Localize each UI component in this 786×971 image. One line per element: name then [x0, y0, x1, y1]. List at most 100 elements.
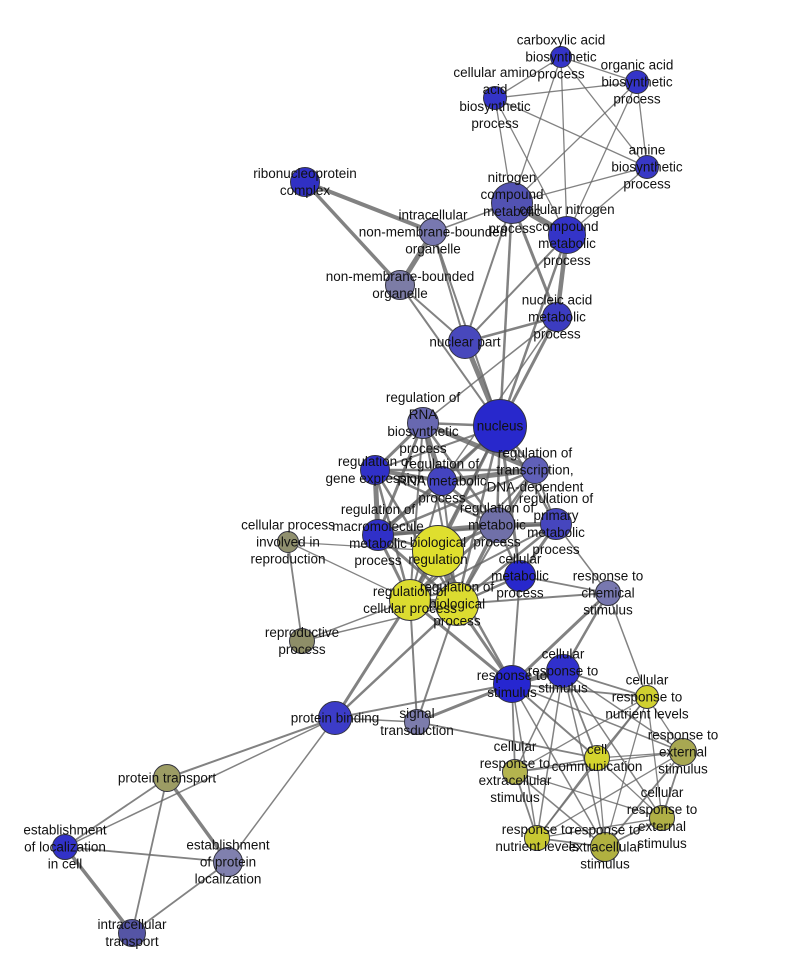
edge-crn-cre [514, 696, 648, 773]
edge-rcp-cpr [287, 541, 411, 601]
edge-elc-it [63, 845, 134, 935]
node-st[interactable] [404, 709, 430, 735]
node-nuc[interactable] [473, 399, 527, 453]
edge-rnl-cex [536, 817, 663, 839]
edge-nuc-rbp [455, 425, 502, 605]
edge-rs-rex [511, 683, 606, 848]
edge-cpr-rp [287, 541, 303, 642]
edge-rtd-rrm [441, 467, 536, 484]
node-crn[interactable] [635, 685, 659, 709]
node-rcp[interactable] [389, 579, 431, 621]
edge-oab-amb [636, 81, 648, 168]
node-rmm[interactable] [362, 519, 394, 551]
edge-crs-cre [514, 670, 564, 773]
node-caa[interactable] [483, 86, 507, 110]
node-rge[interactable] [360, 455, 390, 485]
node-cnc[interactable] [548, 216, 586, 254]
edge-rcs-crn [607, 592, 648, 698]
node-nam[interactable] [542, 302, 572, 332]
node-elc[interactable] [52, 834, 78, 860]
node-epl[interactable] [213, 847, 243, 877]
node-rcs[interactable] [595, 580, 621, 606]
edge-rcp-pb [333, 599, 412, 719]
edge-oab-cnc [566, 81, 638, 236]
edge-rrb-rmm [376, 422, 425, 536]
edge-cc-res [596, 751, 684, 759]
edge-pb-pt [166, 717, 336, 779]
edge-ncm-npt [464, 202, 513, 343]
node-rtd[interactable] [521, 456, 549, 484]
node-amb[interactable] [635, 155, 659, 179]
edge-cc-cex [596, 757, 663, 819]
edge-cnc-npt [464, 234, 568, 343]
edge-crn-rex [604, 696, 648, 848]
node-rnl[interactable] [524, 825, 550, 851]
node-br[interactable] [412, 525, 464, 577]
edge-cab-cnc [560, 56, 568, 236]
node-rs[interactable] [493, 665, 531, 703]
node-inm[interactable] [419, 218, 447, 246]
node-nmb[interactable] [385, 270, 415, 300]
node-rrm[interactable] [427, 466, 457, 496]
node-pb[interactable] [318, 701, 352, 735]
edge-crs-res [562, 670, 684, 753]
edge-cre-cex [514, 771, 663, 819]
node-rrb[interactable] [407, 407, 439, 439]
edge-rrb-rme [421, 422, 499, 526]
node-oab[interactable] [625, 70, 649, 94]
node-rex[interactable] [590, 832, 620, 862]
node-cex[interactable] [649, 805, 675, 831]
edge-epl-it [131, 861, 229, 934]
edge-st-cc [416, 721, 598, 759]
edge-elc-epl [64, 846, 229, 863]
node-cab[interactable] [550, 46, 572, 68]
node-rbp[interactable] [435, 582, 479, 626]
edge-amb-ncm [511, 166, 648, 204]
node-rp[interactable] [289, 628, 315, 654]
node-crs[interactable] [546, 654, 580, 688]
edge-caa-oab [494, 81, 638, 99]
edge-rtd-rmm [377, 468, 536, 537]
edge-res-rex [604, 751, 684, 848]
edge-pt-epl [165, 776, 230, 864]
node-rnp[interactable] [290, 167, 320, 197]
node-pt[interactable] [153, 764, 181, 792]
node-npt[interactable] [448, 325, 482, 359]
node-it[interactable] [118, 919, 146, 947]
node-cc[interactable] [584, 745, 610, 771]
edge-rcs-rs [510, 591, 610, 686]
edge-crs-cex [562, 670, 663, 819]
edge-rnp-inm [304, 180, 434, 234]
node-res[interactable] [669, 738, 697, 766]
edge-rge-rme [374, 468, 498, 527]
edge-cc-cre [514, 757, 598, 773]
edge-crs-rnl [536, 670, 564, 839]
edge-rs-rnl [511, 683, 538, 839]
edge-rbp-rcs [456, 592, 609, 605]
edge-rcp-rs [409, 598, 513, 686]
node-cre[interactable] [502, 759, 528, 785]
edge-rs-crn [511, 683, 648, 698]
edge-cab-ncm [511, 56, 562, 204]
edge-cab-caa [494, 56, 562, 99]
edge-cab-oab [560, 56, 638, 83]
edge-nam-rrb [422, 316, 558, 424]
edge-cnc-nuc [498, 234, 569, 427]
node-rpm[interactable] [540, 508, 572, 540]
edge-rnp-nmb [303, 180, 402, 287]
node-rme[interactable] [479, 507, 515, 543]
edge-rrb-rcp [409, 422, 424, 601]
edge-ncm-nuc [498, 202, 514, 427]
edge-rbp-pb [334, 603, 458, 719]
edge-pb-epl [227, 717, 336, 863]
edge-caa-amb [494, 97, 648, 168]
node-ncm[interactable] [491, 182, 533, 224]
edge-pb-elc [64, 717, 336, 848]
node-cpr[interactable] [277, 531, 299, 553]
edge-res-rnl [536, 751, 684, 839]
edge-oab-ncm [511, 81, 638, 204]
edge-pt-elc [64, 777, 168, 848]
edge-cab-amb [560, 56, 648, 168]
node-cmp[interactable] [504, 560, 536, 592]
